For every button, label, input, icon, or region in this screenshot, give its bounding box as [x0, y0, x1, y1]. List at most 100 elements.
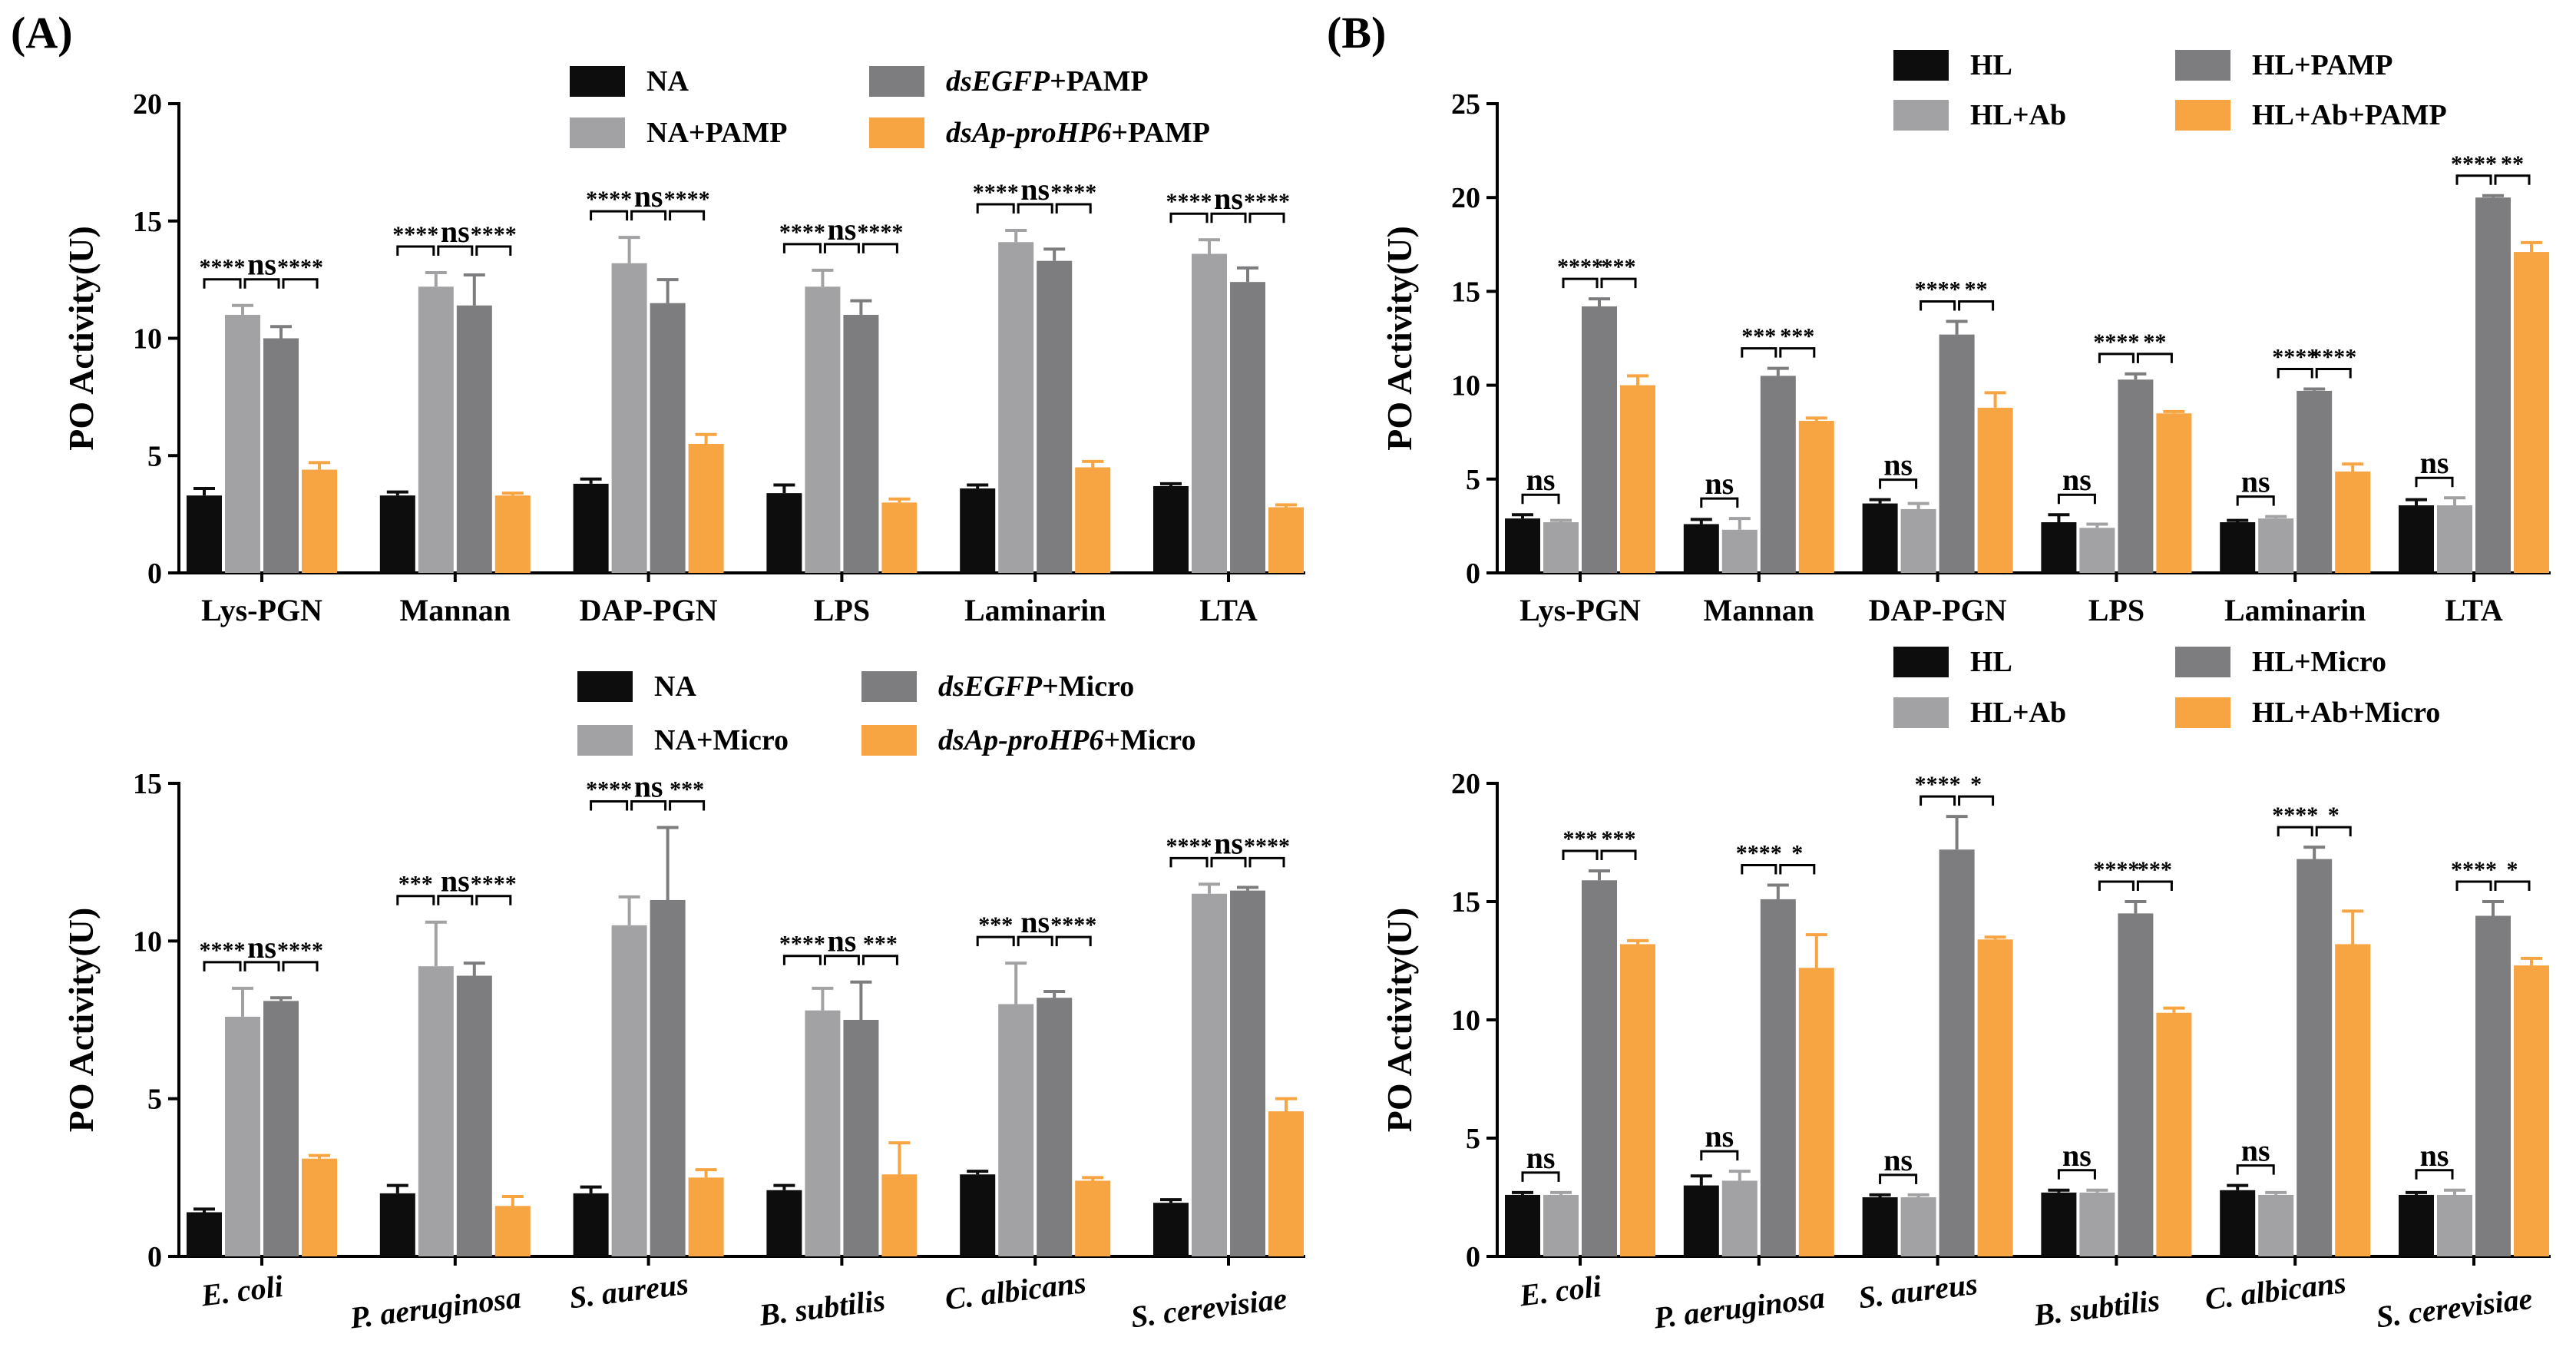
significance-label: ****: [277, 938, 323, 963]
significance-label: ****: [779, 932, 825, 957]
significance-bracket: [1169, 856, 1209, 868]
significance-label: ****: [1736, 840, 1782, 866]
significance-bracket: [1779, 863, 1816, 875]
significance-bracket: [823, 243, 860, 253]
y-tick-label: 10: [1451, 1005, 1480, 1037]
significance-label: ***: [1563, 826, 1598, 852]
bar: [573, 1193, 609, 1256]
significance-label: ****: [2272, 344, 2318, 369]
y-tick-label: 5: [147, 1084, 162, 1116]
significance-label: ns: [2241, 1134, 2270, 1168]
bar: [456, 975, 492, 1256]
significance-label: ****: [1915, 277, 1961, 303]
significance-label: ns: [247, 247, 276, 282]
bar: [1268, 1111, 1304, 1256]
bar: [1900, 508, 1936, 573]
bar: [2297, 390, 2333, 573]
bar: [1192, 253, 1227, 573]
bar: [1543, 1194, 1579, 1256]
significance-label: *: [1970, 772, 1982, 797]
y-tick-label: 0: [1466, 558, 1480, 590]
significance-bracket: [243, 278, 280, 289]
significance-label: ns: [827, 212, 856, 247]
significance-bracket: [2236, 1164, 2275, 1175]
x-tick-label: B. subtilis: [756, 1283, 887, 1332]
significance-label: **: [2143, 329, 2166, 355]
significance-label: **: [1965, 277, 1988, 303]
significance-label: ns: [2062, 1138, 2092, 1173]
significance-bracket: [2057, 1169, 2096, 1180]
significance-label: ****: [1050, 180, 1096, 205]
x-tick-label: S. cerevisiae: [2374, 1281, 2534, 1335]
bar: [2118, 913, 2154, 1256]
legend-swatch: [1893, 697, 1949, 728]
significance-label: ****: [1166, 189, 1212, 214]
bar: [2335, 944, 2371, 1256]
significance-bracket: [1521, 493, 1560, 505]
x-tick-label: DAP-PGN: [1869, 593, 2007, 627]
significance-bracket: [861, 955, 898, 965]
significance-bracket: [1920, 795, 1956, 806]
x-tick-label: Lys-PGN: [201, 593, 322, 627]
bar: [1505, 518, 1540, 573]
significance-label: ****: [1244, 833, 1290, 859]
bar: [187, 1212, 222, 1256]
significance-label: ****: [200, 255, 246, 280]
y-tick-label: 5: [147, 440, 162, 472]
bar: [1153, 485, 1189, 573]
x-tick-label: LPS: [2088, 593, 2144, 627]
legend-swatch: [577, 671, 633, 702]
significance-bracket: [1600, 277, 1637, 289]
bar: [302, 1158, 337, 1256]
significance-bracket: [2236, 495, 2275, 506]
significance-label: ****: [586, 187, 632, 212]
significance-bracket: [203, 961, 242, 971]
bar: [2258, 1194, 2294, 1256]
legend-label: NA+Micro: [654, 724, 789, 756]
significance-bracket: [2415, 1169, 2454, 1180]
significance-label: ****: [1050, 912, 1096, 938]
bar: [1760, 376, 1796, 573]
significance-bracket: [475, 245, 512, 256]
x-tick-label: P. aeruginosa: [347, 1280, 523, 1335]
significance-bracket: [1562, 277, 1599, 289]
significance-label: ****: [1557, 254, 1603, 280]
bar: [573, 483, 609, 573]
bar: [1760, 899, 1796, 1256]
significance-label: ****: [779, 220, 825, 245]
bar: [960, 488, 996, 573]
significance-bracket: [2315, 367, 2352, 379]
bar: [688, 1177, 724, 1256]
significance-label: ns: [441, 864, 470, 899]
y-tick-label: 25: [1451, 88, 1480, 121]
significance-label: ns: [441, 214, 470, 249]
bar: [2514, 252, 2549, 573]
bar: [1543, 522, 1579, 573]
legend-label: NA+PAMP: [646, 117, 787, 149]
significance-bracket: [669, 210, 706, 221]
significance-label: ns: [2420, 445, 2449, 480]
x-tick-label: LTA: [1199, 593, 1258, 627]
legend-label: dsAp-proHP6+Micro: [938, 724, 1195, 756]
x-tick-label: P. aeruginosa: [1651, 1280, 1827, 1335]
significance-label: ns: [2420, 1138, 2449, 1173]
significance-label: ns: [1214, 826, 1243, 860]
significance-label: ****: [2451, 151, 2497, 177]
legend-label: dsEGFP+PAMP: [946, 65, 1149, 98]
legend-swatch: [2175, 647, 2230, 677]
significance-label: ****: [1915, 772, 1961, 797]
chart-a-top: 0 5 10 15 20 PO Activity(U) Lys-PGN Mannan DAP-P…: [61, 65, 1305, 627]
legend-label: HL+Ab: [1970, 697, 2066, 729]
significance-label: ns: [634, 179, 663, 213]
significance-bracket: [782, 955, 822, 965]
y-tick-label: 10: [133, 925, 162, 958]
significance-label: ns: [247, 930, 276, 965]
bar: [1037, 998, 1073, 1256]
legend-swatch: [577, 725, 633, 756]
significance-label: *: [1791, 840, 1803, 866]
significance-label: ****: [2451, 857, 2497, 882]
significance-label: ns: [634, 769, 663, 803]
significance-label: ns: [2241, 465, 2270, 499]
y-tick-label: 10: [133, 323, 162, 356]
bar: [2118, 379, 2154, 573]
